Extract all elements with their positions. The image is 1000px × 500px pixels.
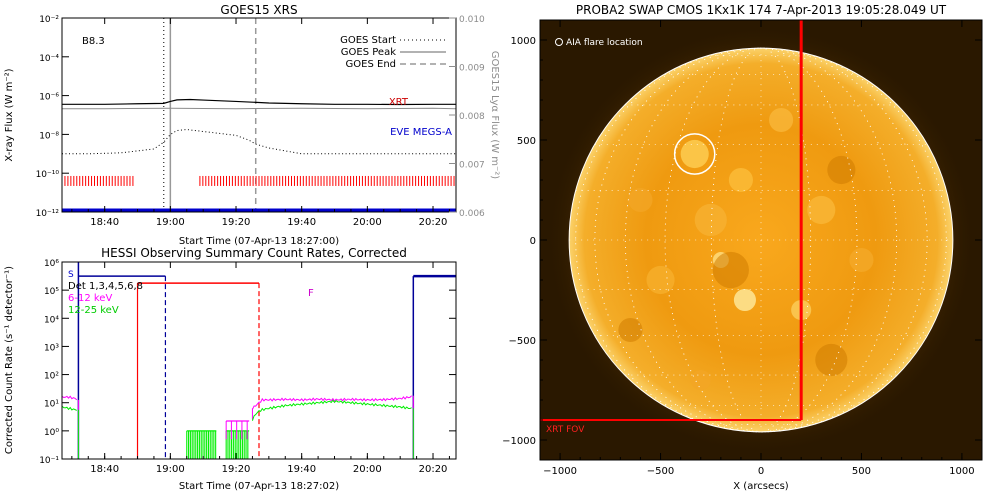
solar-active-region	[628, 187, 653, 213]
y-tick-label: 10⁻¹²	[36, 209, 60, 219]
series-hsi_12_25-pre	[62, 405, 77, 411]
y-tick-label: −500	[509, 336, 536, 347]
series-hsi_6_12-post	[251, 395, 413, 410]
series-goes-long	[62, 98, 456, 106]
x-tick-label: 19:00	[156, 464, 185, 475]
y-tick-label: 500	[517, 136, 536, 147]
legend-goes-peak: GOES Peak	[341, 47, 396, 58]
xrs-ylabel-right: GOES15 Lyα Flux (W m⁻²)	[489, 51, 500, 179]
hsi-s-label: S	[68, 270, 74, 280]
y-tick-label: 10²	[44, 372, 59, 382]
y-tick-label: 10⁶	[44, 259, 59, 269]
solar-dark-region	[618, 317, 643, 343]
solar-active-region	[694, 203, 727, 237]
y2-tick-label: 0.007	[459, 161, 485, 171]
solar-active-region	[769, 107, 794, 133]
solar-disk	[569, 48, 953, 432]
solar-active-region	[646, 265, 675, 295]
y-tick-label: 1000	[511, 36, 536, 47]
series-hsi_6_12-pre	[62, 395, 78, 401]
solar-limb	[568, 47, 954, 433]
x-tick-label: 1000	[949, 466, 974, 477]
y-tick-label: 10⁻²	[39, 15, 59, 25]
y-tick-label: 10¹	[44, 400, 59, 410]
xrs-title: GOES15 XRS	[220, 3, 297, 17]
y-tick-label: 10³	[44, 343, 59, 353]
x-tick-label: 20:00	[353, 464, 382, 475]
xrs-annotation: B8.3	[82, 36, 105, 47]
solar-active-region	[849, 247, 874, 273]
swap-xlabel: X (arcsecs)	[733, 481, 789, 492]
legend-12-25: 12-25 keV	[68, 305, 119, 316]
hsi-legend: Det 1,3,4,5,6,8 6-12 keV 12-25 keV	[68, 281, 143, 316]
solar-active-region	[807, 195, 836, 225]
legend-goes-start: GOES Start	[340, 35, 396, 46]
legend-goes-end: GOES End	[346, 59, 396, 70]
xrt-label: XRT	[389, 97, 409, 108]
solar-dark-region	[712, 251, 749, 289]
xrs-xlabel: Start Time (07-Apr-13 18:27:00)	[179, 236, 339, 247]
solar-dark-region	[827, 155, 856, 185]
solar-active-region	[728, 167, 753, 193]
legend-6-12: 6-12 keV	[68, 293, 112, 304]
xrs-ylabel: X-ray Flux (W m⁻²)	[4, 68, 15, 161]
x-tick-label: 20:20	[419, 464, 448, 475]
solar-dark-region	[815, 343, 848, 377]
aia-flare-circle	[673, 133, 716, 175]
hsi-xlabel: Start Time (07-Apr-13 18:27:02)	[179, 481, 339, 492]
x-tick-label: 19:00	[156, 217, 185, 228]
eve-label: EVE MEGS-A	[390, 127, 452, 138]
xrt-fov-label: XRT FOV	[546, 425, 585, 435]
grid-longitude	[594, 47, 928, 433]
y2-tick-label: 0.010	[459, 15, 485, 25]
solar-active-region	[733, 288, 756, 312]
x-tick-label: 500	[852, 466, 871, 477]
x-tick-label: 19:20	[222, 464, 251, 475]
x-tick-label: 20:20	[419, 217, 448, 228]
x-tick-label: 19:40	[287, 464, 316, 475]
hessi-panel: HESSI Observing Summary Count Rates, Cor…	[4, 246, 457, 492]
y-tick-label: 10⁰	[44, 428, 59, 438]
x-tick-label: 20:00	[353, 217, 382, 228]
y-tick-label: 0	[530, 236, 536, 247]
xrs-legend: GOES Start GOES Peak GOES End	[340, 35, 446, 70]
swap-legend-label: AIA flare location	[566, 38, 643, 48]
swap-title: PROBA2 SWAP CMOS 1Kx1K 174 7-Apr-2013 19…	[576, 3, 947, 17]
y2-tick-label: 0.006	[459, 209, 485, 219]
goes-xrs-panel: GOES15 XRS 18:40 19:00 19:20 19:40 20:00 20:2…	[4, 3, 500, 247]
solar-active-region	[680, 139, 709, 169]
y2-tick-label: 0.009	[459, 64, 485, 74]
x-tick-label: 19:40	[287, 217, 316, 228]
x-tick-label: 0	[758, 466, 764, 477]
x-tick-label: 19:20	[222, 217, 251, 228]
y-tick-label: −1000	[502, 436, 536, 447]
hsi-ylabel: Corrected Count Rate (s⁻¹ detector⁻¹)	[4, 266, 15, 454]
x-tick-label: 18:40	[90, 217, 119, 228]
swap-panel: PROBA2 SWAP CMOS 1Kx1K 174 7-Apr-2013 19…	[502, 3, 983, 492]
y-tick-label: 10⁻⁴	[39, 54, 59, 64]
y-tick-label: 10⁵	[44, 287, 59, 297]
y-tick-label: 10⁻¹	[39, 456, 59, 466]
y-tick-label: 10⁻⁸	[39, 131, 59, 141]
hsi-title: HESSI Observing Summary Count Rates, Cor…	[101, 246, 407, 260]
y-tick-label: 10⁴	[44, 315, 59, 325]
x-tick-label: 18:40	[90, 464, 119, 475]
x-tick-label: −500	[647, 466, 674, 477]
y-tick-label: 10⁻⁶	[39, 93, 59, 103]
series-hsi_12_25-post	[251, 399, 412, 421]
hsi-frame	[61, 261, 457, 460]
legend-det: Det 1,3,4,5,6,8	[68, 281, 143, 292]
x-tick-label: −1000	[543, 466, 577, 477]
swap-legend-marker	[555, 38, 563, 46]
y-tick-label: 10⁻¹⁰	[36, 170, 60, 180]
y2-tick-label: 0.008	[459, 112, 485, 122]
hsi-f-label: F	[308, 288, 314, 299]
series-goes-short	[62, 129, 456, 155]
solar-active-region	[690, 369, 711, 391]
